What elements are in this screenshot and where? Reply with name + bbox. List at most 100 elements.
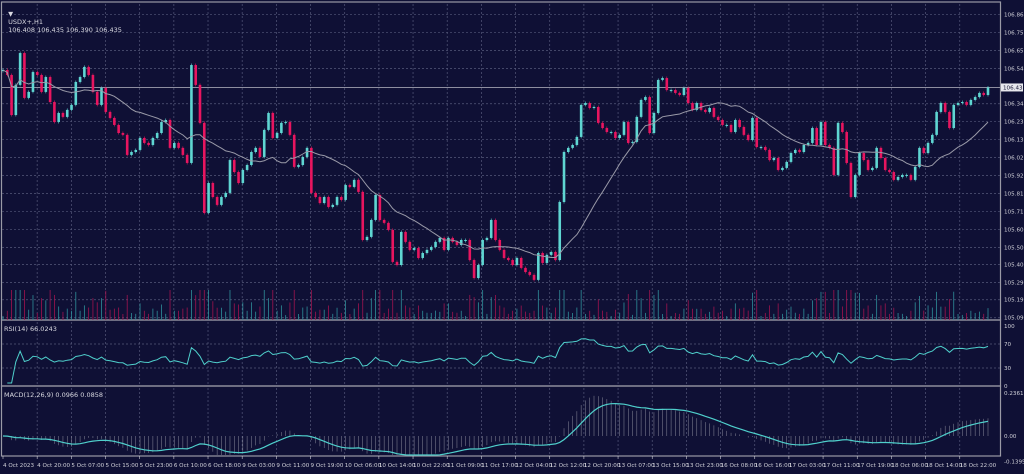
rsi-axis-label: 0 — [1004, 384, 1008, 390]
rsi-line — [7, 338, 989, 384]
candle — [626, 122, 630, 143]
candle — [314, 192, 317, 198]
collapse-triangle-icon[interactable]: ▼ — [8, 10, 14, 18]
candle — [965, 102, 968, 105]
candle — [978, 92, 981, 98]
time-label: 10 Oct 14:00 — [379, 463, 416, 469]
candle — [155, 132, 159, 138]
candle — [644, 97, 647, 100]
candle — [853, 174, 857, 198]
candle — [682, 87, 686, 95]
candle — [871, 167, 874, 170]
candle — [511, 260, 514, 265]
candle — [494, 219, 497, 240]
candle — [751, 117, 754, 141]
time-label: 9 Oct 03:00 — [242, 463, 275, 469]
candle — [429, 247, 433, 250]
candle — [237, 172, 240, 183]
candle — [14, 84, 18, 116]
candle — [164, 119, 168, 123]
time-label: 18 Oct 06:00 — [891, 463, 928, 469]
candle — [781, 167, 784, 170]
time-label: 9 Oct 19:00 — [311, 463, 344, 469]
candle — [262, 129, 266, 157]
candle — [318, 197, 322, 204]
price-axis-label: 105.710 — [1004, 210, 1024, 216]
candle — [211, 182, 215, 198]
candle — [905, 174, 908, 176]
candle — [160, 122, 163, 133]
candle — [421, 253, 424, 258]
time-label: 6 Oct 18:00 — [208, 463, 241, 469]
candle — [138, 137, 142, 150]
candle — [391, 229, 395, 262]
time-label: 10 Oct 06:00 — [345, 463, 382, 469]
time-label: 17 Oct 11:00 — [823, 463, 860, 469]
candle — [691, 103, 694, 110]
candle — [532, 274, 536, 280]
candle — [23, 53, 26, 98]
time-label: 12 Oct 20:00 — [584, 463, 621, 469]
price-axis-label: 105.500 — [1004, 246, 1024, 252]
candle — [931, 134, 934, 143]
candle — [956, 103, 960, 105]
candle — [922, 147, 926, 154]
price-axis-label: 106.545 — [1004, 67, 1024, 73]
candle — [832, 147, 836, 175]
candle — [292, 134, 296, 167]
current-price-box — [1001, 83, 1023, 92]
candle — [297, 165, 300, 167]
candle — [507, 257, 510, 261]
candle — [575, 136, 579, 145]
candle — [661, 78, 664, 80]
candle — [909, 174, 913, 180]
candle — [100, 87, 103, 105]
candle — [819, 122, 823, 145]
candle — [108, 111, 112, 118]
candle — [340, 197, 343, 200]
candle — [635, 116, 639, 142]
candle — [468, 239, 472, 261]
candle — [768, 149, 771, 161]
symbol-header: ▼ USDX+,H1 106.408 106.435 106.390 106.4… — [4, 2, 122, 34]
candle — [275, 132, 279, 138]
candle — [686, 87, 690, 104]
time-label: 12 Oct 04:00 — [516, 463, 553, 469]
time-label: 11 Oct 09:00 — [447, 463, 484, 469]
candle — [952, 104, 956, 129]
candle — [173, 142, 176, 148]
time-label: 5 Oct 07:00 — [71, 463, 104, 469]
symbol-timeframe: USDX+,H1 — [8, 18, 44, 26]
candle — [95, 91, 99, 105]
candle — [348, 185, 352, 187]
rsi-panel — [0, 319, 1002, 387]
candle — [528, 272, 532, 275]
candle — [939, 103, 943, 112]
price-axis-label: 105.920 — [1004, 174, 1024, 180]
time-label: 5 Oct 23:00 — [140, 463, 173, 469]
candle — [614, 131, 617, 138]
candle — [524, 267, 527, 273]
candle — [125, 134, 129, 155]
time-label: 16 Oct 16:00 — [755, 463, 792, 469]
candle — [798, 149, 801, 153]
rsi-label: RSI(14) 66.0243 — [4, 325, 57, 333]
candle — [656, 79, 660, 113]
candle — [631, 141, 634, 143]
candle — [892, 172, 896, 180]
candle — [639, 99, 643, 117]
candle — [412, 248, 416, 250]
candle — [806, 142, 810, 145]
candle — [35, 72, 39, 75]
candle — [185, 154, 189, 163]
time-label: 11 Oct 17:00 — [481, 463, 518, 469]
candle — [130, 152, 133, 155]
candle — [836, 122, 840, 175]
rsi-axis-label: 100 — [1004, 324, 1015, 330]
candle — [601, 122, 604, 129]
price-axis-label: 106.650 — [1004, 49, 1024, 55]
candle — [948, 111, 951, 129]
ohlc-values: 106.408 106.435 106.390 106.435 — [8, 26, 122, 34]
candle — [399, 231, 403, 265]
